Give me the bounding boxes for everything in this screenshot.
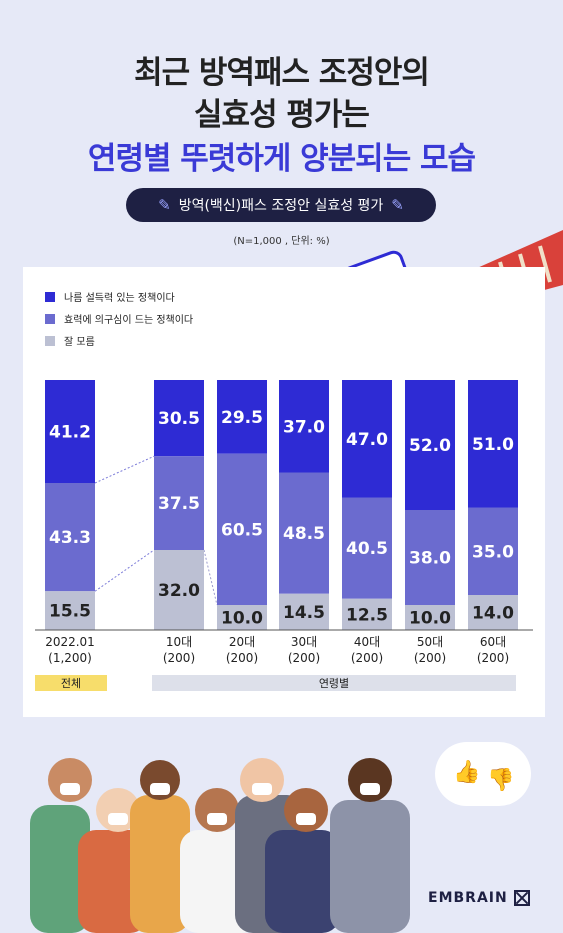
category-label: 20대 xyxy=(229,635,255,649)
category-label: 50대 xyxy=(417,635,443,649)
bar-segment xyxy=(342,497,392,599)
data-label: 12.5 xyxy=(346,605,388,625)
thumbs-thought-bubble: 👍 👎 xyxy=(435,742,531,806)
bar-segment xyxy=(405,605,455,630)
people-with-masks-illustration xyxy=(30,758,410,933)
bar-segment xyxy=(154,456,204,550)
group-label: 연령별 xyxy=(319,677,349,690)
category-label: (200) xyxy=(288,651,320,665)
legend-swatch xyxy=(45,335,55,346)
category-label: 60대 xyxy=(480,635,506,649)
data-label: 52.0 xyxy=(409,436,451,456)
data-label: 60.5 xyxy=(221,520,263,540)
chart-card: 나름 설득력 있는 정책이다 효력에 의구심이 드는 정책이다 잘 모름 41.… xyxy=(23,267,545,717)
embrain-logo-mark-icon xyxy=(513,890,530,906)
subtitle-pill: ✎ 방역(백신)패스 조정안 실효성 평가 ✎ xyxy=(126,188,436,222)
data-label: 29.5 xyxy=(221,408,263,428)
category-label: (200) xyxy=(163,651,195,665)
thumbs-down-icon: 👎 xyxy=(487,768,515,793)
legend-item-1: 나름 설득력 있는 정책이다 xyxy=(45,289,175,304)
data-label: 37.0 xyxy=(283,417,325,437)
legend-swatch xyxy=(45,313,55,324)
bar-segment xyxy=(405,510,455,605)
legend-label: 효력에 의구심이 드는 정책이다 xyxy=(64,315,194,326)
category-label: 10대 xyxy=(166,635,192,649)
bar-segment xyxy=(217,605,267,630)
category-label: (1,200) xyxy=(48,651,92,665)
syringe-icon: ✎ xyxy=(158,196,171,214)
group-label: 전체 xyxy=(61,677,81,690)
data-label: 14.0 xyxy=(472,604,514,624)
data-label: 38.0 xyxy=(409,549,451,569)
bar-segment xyxy=(45,483,95,592)
category-label: 2022.01 xyxy=(45,635,95,649)
unit-note: (N=1,000 , 단위: %) xyxy=(233,236,330,247)
bar-segment xyxy=(342,598,392,630)
title-line-1: 최근 방역패스 조정안의 xyxy=(134,55,430,91)
bar-segment xyxy=(45,380,95,483)
connector-line xyxy=(94,549,155,592)
thumbs-up-icon: 👍 xyxy=(453,760,481,785)
title-line-3: 연령별 뚜렷하게 양분되는 모습 xyxy=(87,141,476,177)
data-label: 47.0 xyxy=(346,430,388,450)
category-label: (200) xyxy=(414,651,446,665)
data-label: 32.0 xyxy=(158,581,200,601)
embrain-logo: EMBRAIN xyxy=(428,890,530,906)
legend-item-2: 효력에 의구심이 드는 정책이다 xyxy=(45,311,193,326)
category-label: 40대 xyxy=(354,635,380,649)
group-bar-total xyxy=(35,675,107,691)
bar-segment xyxy=(154,550,204,630)
brand-name: EMBRAIN xyxy=(428,890,508,906)
data-label: 10.0 xyxy=(409,609,451,629)
category-label: (200) xyxy=(226,651,258,665)
category-label: (200) xyxy=(351,651,383,665)
legend-label: 나름 설득력 있는 정책이다 xyxy=(64,293,175,304)
bar-segment xyxy=(468,507,518,595)
stacked-bar-chart: 41.2 43.3 15.5 2022.01 (1,200) 30.5 37.5 32.0 10… xyxy=(35,380,533,691)
subtitle-text: 방역(백신)패스 조정안 실효성 평가 xyxy=(178,198,384,214)
legend-label: 잘 모름 xyxy=(64,337,95,348)
bar-segment xyxy=(45,591,95,630)
data-label: 35.0 xyxy=(472,542,514,562)
bar-segment xyxy=(279,593,329,630)
data-label: 43.3 xyxy=(49,528,91,548)
bar-segment xyxy=(279,380,329,473)
connector-line xyxy=(203,549,218,606)
syringe-icon: ✎ xyxy=(391,196,404,214)
bar-segment xyxy=(468,595,518,630)
bar-segment xyxy=(217,380,267,454)
category-label: 30대 xyxy=(291,635,317,649)
legend-swatch xyxy=(45,291,55,302)
data-label: 41.2 xyxy=(49,423,91,443)
data-label: 48.5 xyxy=(283,524,325,544)
connector-line xyxy=(94,455,155,484)
data-label: 40.5 xyxy=(346,539,388,559)
bar-segment xyxy=(154,380,204,457)
category-label: (200) xyxy=(477,651,509,665)
data-label: 30.5 xyxy=(158,409,200,429)
data-label: 15.5 xyxy=(49,602,91,622)
data-label: 10.0 xyxy=(221,609,263,629)
bar-segment xyxy=(279,472,329,594)
legend-item-3: 잘 모름 xyxy=(45,333,95,348)
bar-segment xyxy=(468,380,518,508)
bar-segment xyxy=(217,453,267,605)
bar-segment xyxy=(405,380,455,510)
group-bar-age xyxy=(152,675,516,691)
data-label: 14.5 xyxy=(283,603,325,623)
data-label: 37.5 xyxy=(158,494,200,514)
title-line-2: 실효성 평가는 xyxy=(194,97,370,133)
data-label: 51.0 xyxy=(472,435,514,455)
bar-segment xyxy=(342,380,392,498)
